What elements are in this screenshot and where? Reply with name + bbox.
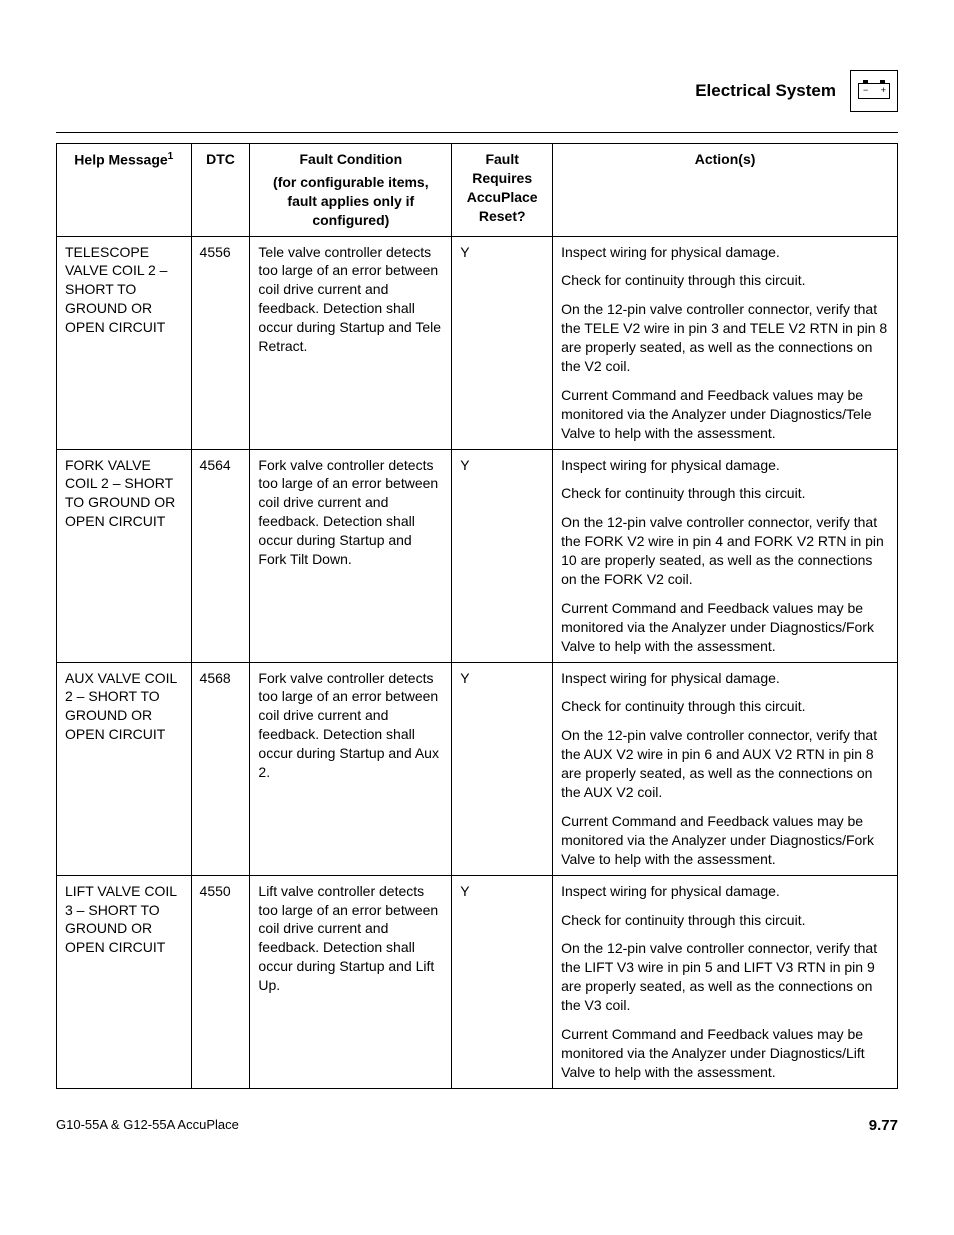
cell-actions: Inspect wiring for physical damage. Chec… bbox=[553, 662, 898, 875]
cell-dtc: 4550 bbox=[191, 875, 250, 1088]
cell-help: LIFT VALVE COIL 3 – SHORT TO GROUND OR O… bbox=[57, 875, 192, 1088]
table-body: TELESCOPE VALVE COIL 2 – SHORT TO GROUND… bbox=[57, 236, 898, 1088]
footer-page-number: 9.77 bbox=[869, 1117, 898, 1134]
cell-reset: Y bbox=[452, 875, 553, 1088]
table-row: LIFT VALVE COIL 3 – SHORT TO GROUND OR O… bbox=[57, 875, 898, 1088]
footer-left: G10-55A & G12-55A AccuPlace bbox=[56, 1117, 239, 1134]
th-reset: Fault Requires AccuPlace Reset? bbox=[452, 144, 553, 237]
cell-reset: Y bbox=[452, 662, 553, 875]
table-row: FORK VALVE COIL 2 – SHORT TO GROUND OR O… bbox=[57, 449, 898, 662]
header-divider bbox=[56, 132, 898, 133]
cell-reset: Y bbox=[452, 236, 553, 449]
battery-icon: − + bbox=[850, 70, 898, 112]
section-title: Electrical System bbox=[695, 81, 836, 101]
cell-help: TELESCOPE VALVE COIL 2 – SHORT TO GROUND… bbox=[57, 236, 192, 449]
table-header-row: Help Message1 DTC Fault Condition (for c… bbox=[57, 144, 898, 237]
cell-help: AUX VALVE COIL 2 – SHORT TO GROUND OR OP… bbox=[57, 662, 192, 875]
th-actions: Action(s) bbox=[553, 144, 898, 237]
page-footer: G10-55A & G12-55A AccuPlace 9.77 bbox=[56, 1117, 898, 1134]
cell-dtc: 4568 bbox=[191, 662, 250, 875]
page-header: Electrical System − + bbox=[56, 70, 898, 112]
th-dtc: DTC bbox=[191, 144, 250, 237]
page: Electrical System − + Help Message1 DTC … bbox=[0, 0, 954, 1174]
cell-actions: Inspect wiring for physical damage. Chec… bbox=[553, 449, 898, 662]
cell-dtc: 4556 bbox=[191, 236, 250, 449]
cell-dtc: 4564 bbox=[191, 449, 250, 662]
cell-actions: Inspect wiring for physical damage. Chec… bbox=[553, 875, 898, 1088]
fault-table: Help Message1 DTC Fault Condition (for c… bbox=[56, 143, 898, 1089]
cell-reset: Y bbox=[452, 449, 553, 662]
cell-fault: Fork valve controller detects too large … bbox=[250, 449, 452, 662]
cell-help: FORK VALVE COIL 2 – SHORT TO GROUND OR O… bbox=[57, 449, 192, 662]
table-row: AUX VALVE COIL 2 – SHORT TO GROUND OR OP… bbox=[57, 662, 898, 875]
cell-actions: Inspect wiring for physical damage. Chec… bbox=[553, 236, 898, 449]
table-row: TELESCOPE VALVE COIL 2 – SHORT TO GROUND… bbox=[57, 236, 898, 449]
th-fault-condition: Fault Condition (for configurable items,… bbox=[250, 144, 452, 237]
th-help-message: Help Message1 bbox=[57, 144, 192, 237]
cell-fault: Tele valve controller detects too large … bbox=[250, 236, 452, 449]
cell-fault: Lift valve controller detects too large … bbox=[250, 875, 452, 1088]
cell-fault: Fork valve controller detects too large … bbox=[250, 662, 452, 875]
